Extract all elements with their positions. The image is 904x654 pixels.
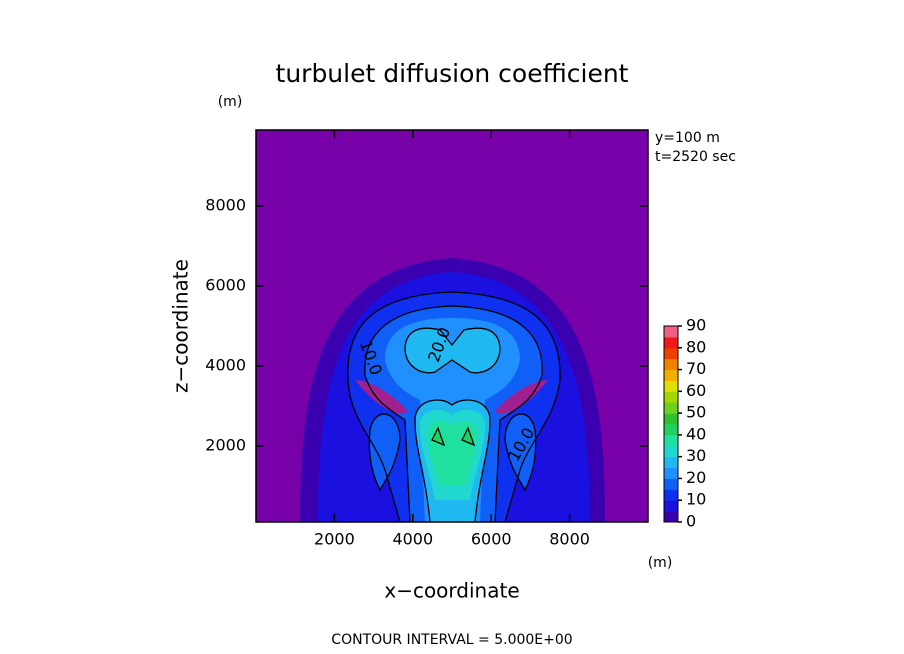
info-text: y=100 m <box>655 130 720 146</box>
x-tick-label: 8000 <box>549 530 590 549</box>
contour-line <box>368 413 401 492</box>
colorbar-swatch <box>664 467 678 479</box>
field-region <box>369 413 400 490</box>
colorbar-swatch <box>664 424 678 436</box>
colorbar-tick-label: 80 <box>686 337 706 356</box>
colorbar-swatch <box>664 347 678 360</box>
y-tick-label: 6000 <box>205 276 246 295</box>
x-tick-label: 2000 <box>314 530 355 549</box>
colorbar-swatch <box>664 478 678 490</box>
y-axis-title: z−coordinate <box>169 259 193 393</box>
colorbar-swatch <box>664 434 678 447</box>
footer: CONTOUR INTERVAL = 5.000E+00 <box>331 632 572 648</box>
colorbar-swatch <box>664 336 678 349</box>
field-region <box>440 505 465 522</box>
colorbar-swatch <box>664 511 678 523</box>
x-unit: (m) <box>648 555 673 571</box>
colorbar-swatch <box>664 402 678 414</box>
colorbar-swatch <box>664 445 678 458</box>
field-region <box>405 328 500 373</box>
y-tick-label: 8000 <box>205 196 246 215</box>
streak <box>355 380 408 414</box>
colorbar-tick-label: 40 <box>686 424 706 443</box>
colorbar-tick-label: 60 <box>686 381 706 400</box>
streak <box>495 380 548 414</box>
contour-line <box>347 379 401 523</box>
info-text: t=2520 sec <box>655 149 736 165</box>
colorbar-swatch <box>664 413 678 425</box>
colorbar-swatch <box>664 326 678 338</box>
contour-line <box>414 399 491 523</box>
colorbar-swatch <box>664 391 678 403</box>
colorbar-tick-label: 20 <box>686 468 706 487</box>
colorbar-swatch <box>664 456 678 469</box>
contour-line <box>461 426 476 447</box>
colorbar-swatch <box>664 369 678 381</box>
contour-line <box>364 305 543 523</box>
colorbar-tick-label: 70 <box>686 359 706 378</box>
colorbar-tick-label: 0 <box>686 512 696 531</box>
y-unit: (m) <box>218 94 243 110</box>
colorbar-swatch <box>664 358 678 371</box>
colorbar-swatch <box>664 489 678 501</box>
y-tick-label: 2000 <box>205 436 246 455</box>
colorbar-tick-label: 10 <box>686 490 706 509</box>
colorbar-tick-label: 30 <box>686 446 706 465</box>
colorbar-frame <box>663 325 679 523</box>
colorbar-tick-label: 50 <box>686 403 706 422</box>
colorbar-swatch <box>664 500 678 512</box>
contour-line <box>404 327 501 374</box>
contour-line <box>414 419 431 523</box>
contour-line <box>364 374 411 523</box>
chart-title: turbulet diffusion coefficient <box>276 59 629 88</box>
contour-line <box>431 426 446 447</box>
plot-frame <box>255 129 649 523</box>
colorbar-tick-label: 90 <box>686 316 706 335</box>
x-axis-title: x−coordinate <box>384 579 519 603</box>
y-tick-label: 4000 <box>205 356 246 375</box>
x-tick-label: 6000 <box>471 530 512 549</box>
x-tick-label: 4000 <box>392 530 433 549</box>
filled-field <box>300 258 605 522</box>
contour-line <box>347 291 561 523</box>
colorbar-swatch <box>664 380 678 392</box>
contour-line <box>504 413 537 492</box>
field-region <box>505 413 536 490</box>
